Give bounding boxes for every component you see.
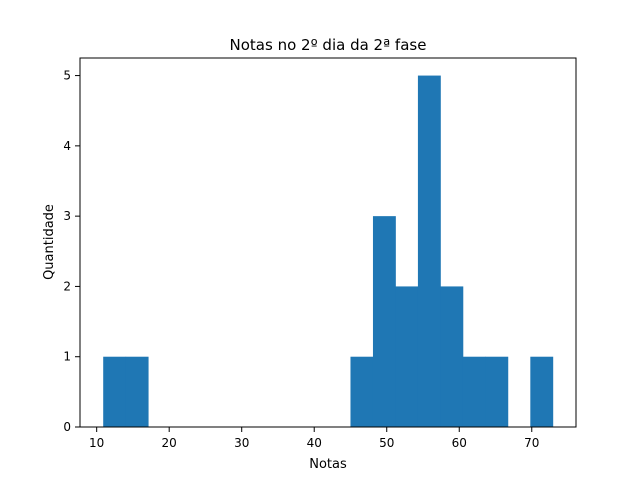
bars-group — [103, 75, 554, 428]
x-tick-label: 70 — [524, 436, 539, 450]
x-tick-label: 50 — [379, 436, 394, 450]
histogram-bar — [103, 356, 127, 427]
histogram-bar — [462, 356, 486, 427]
y-tick-label: 5 — [63, 69, 71, 83]
chart-title: Notas no 2º dia da 2ª fase — [230, 36, 427, 54]
y-tick-label: 4 — [63, 139, 71, 153]
histogram-bar — [395, 286, 419, 427]
x-tick-label: 20 — [162, 436, 177, 450]
histogram-bar — [125, 356, 149, 427]
y-tick-label: 0 — [63, 420, 71, 434]
histogram-bar — [372, 216, 396, 427]
histogram-bar — [350, 356, 374, 427]
histogram-bar — [485, 356, 509, 427]
plot-frame — [79, 57, 577, 428]
y-axis-ticks: 0 1 2 3 4 5 — [63, 69, 80, 434]
x-axis-label: Notas — [309, 457, 347, 472]
histogram-bar — [530, 356, 554, 427]
x-tick-label: 40 — [307, 436, 322, 450]
x-axis-ticks: 10 20 30 40 50 60 70 — [89, 427, 539, 450]
y-tick-label: 1 — [63, 350, 71, 364]
histogram-bar — [440, 286, 464, 427]
x-tick-label: 10 — [89, 436, 104, 450]
x-tick-label: 30 — [234, 436, 249, 450]
x-tick-label: 60 — [452, 436, 467, 450]
histogram-bar — [417, 75, 441, 428]
y-tick-label: 2 — [63, 279, 71, 293]
y-axis-label: Quantidade — [42, 204, 57, 280]
y-tick-label: 3 — [63, 209, 71, 223]
